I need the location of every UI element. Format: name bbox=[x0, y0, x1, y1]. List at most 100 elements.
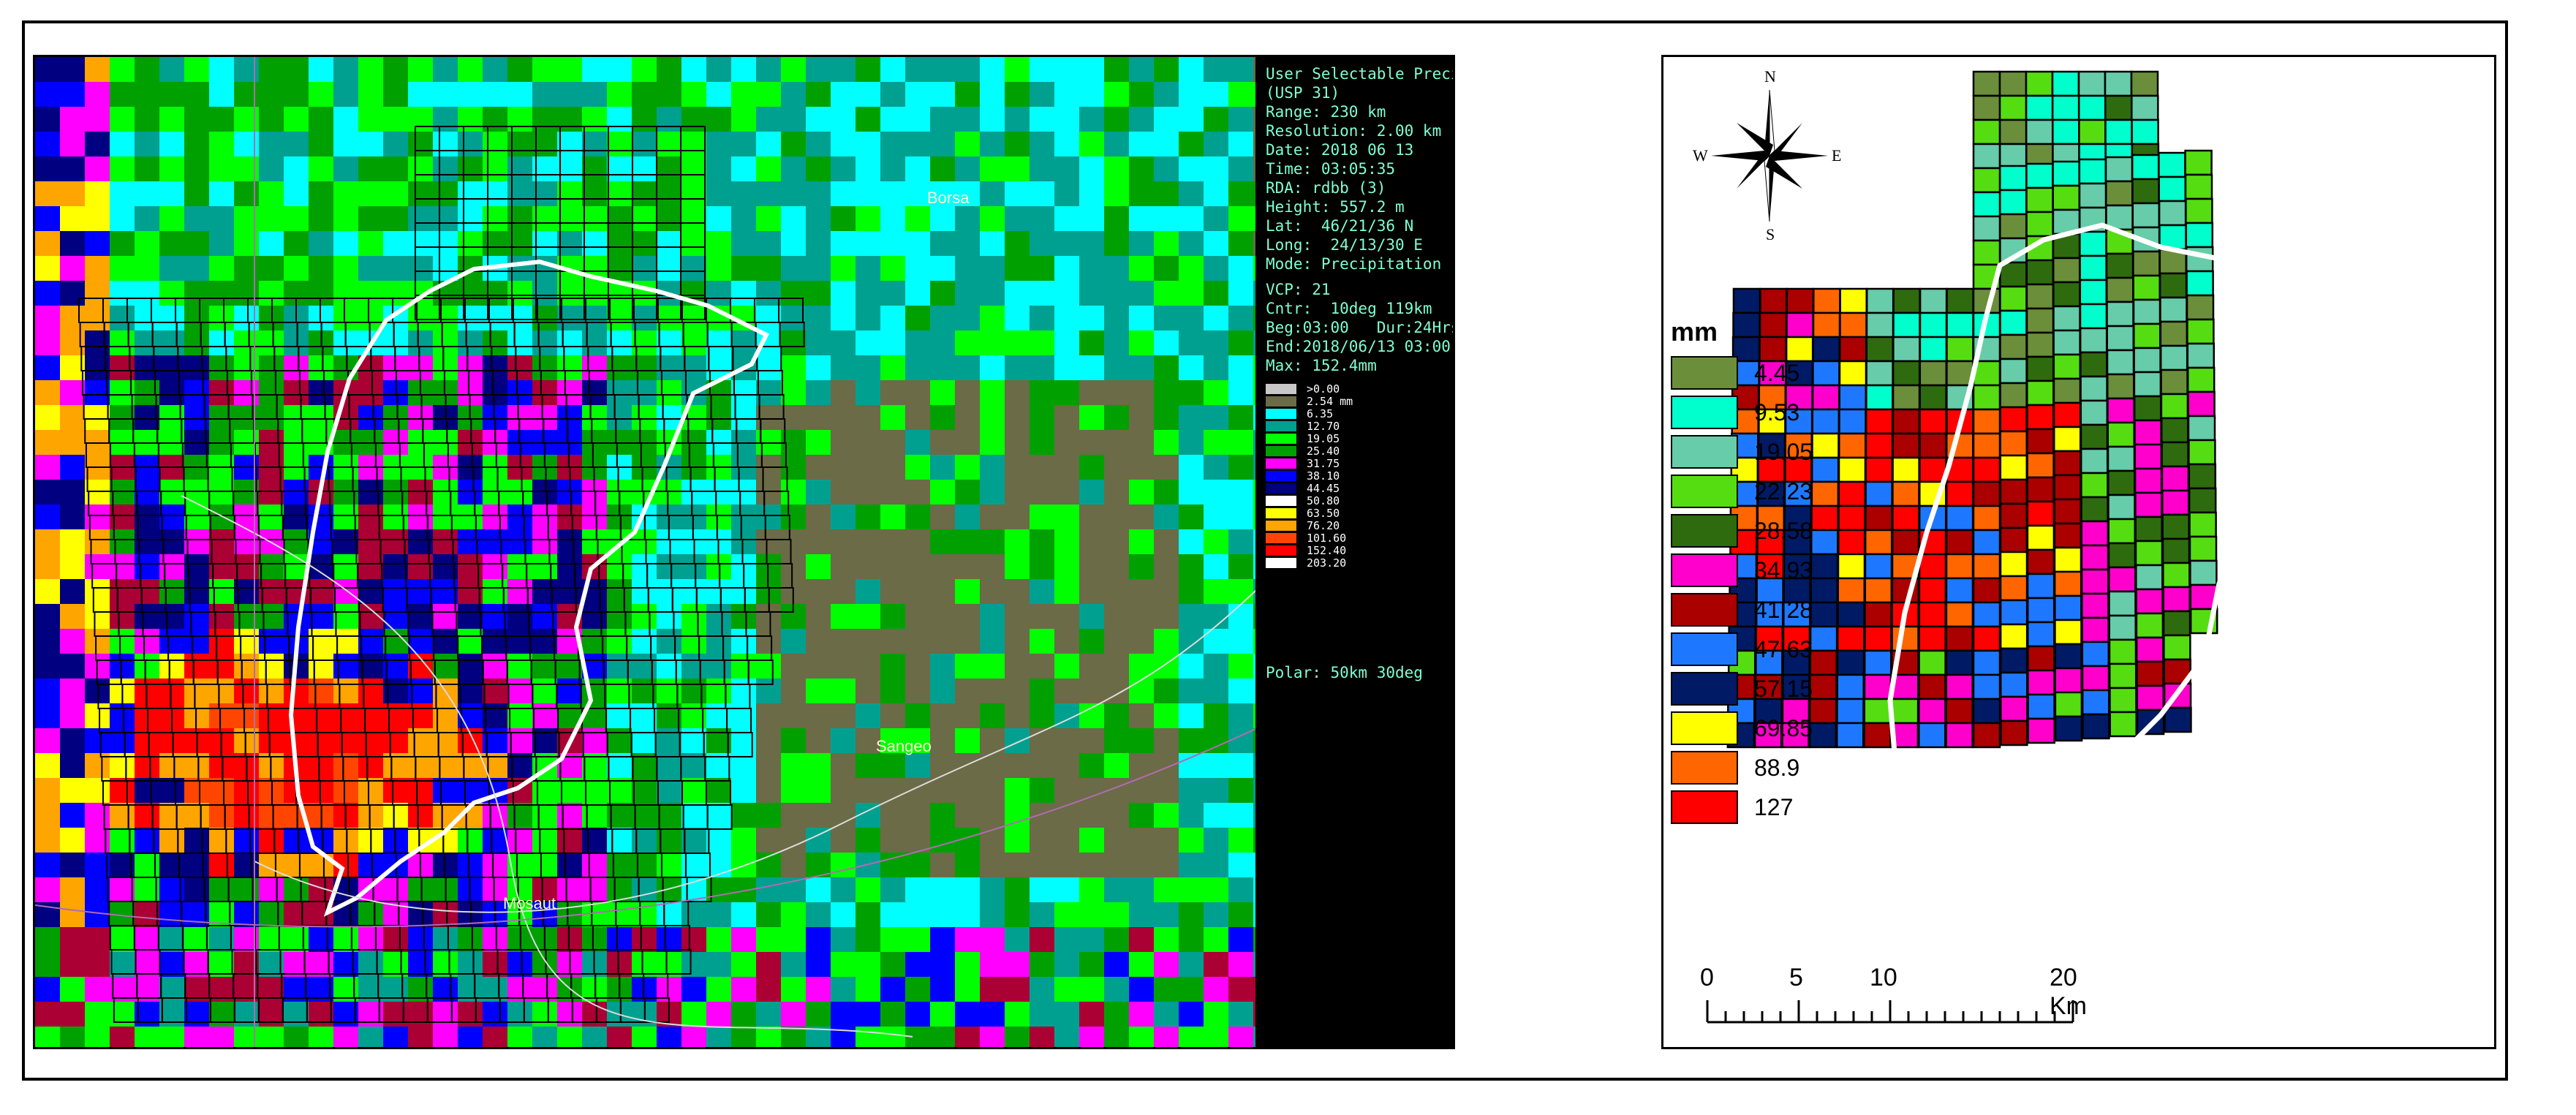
radar-cell bbox=[1129, 480, 1154, 504]
radar-cell bbox=[1030, 579, 1054, 604]
radar-cell bbox=[706, 231, 731, 256]
radar-cell bbox=[980, 952, 1005, 977]
radar-cell bbox=[1228, 604, 1253, 629]
grid-cell bbox=[2132, 298, 2161, 325]
grid-cell bbox=[2186, 318, 2215, 345]
radar-cell bbox=[731, 853, 756, 877]
radar-cell bbox=[706, 877, 731, 902]
grid-cell bbox=[2025, 355, 2055, 382]
radar-cell bbox=[657, 57, 681, 82]
radar-cell bbox=[905, 877, 930, 902]
radar-cell bbox=[731, 281, 756, 306]
radar-cell bbox=[1228, 778, 1253, 803]
radar-cell bbox=[358, 927, 383, 952]
radar-cell bbox=[110, 82, 135, 107]
grid-cell bbox=[1999, 575, 2028, 602]
radar-cell bbox=[980, 455, 1005, 480]
radar-cell bbox=[980, 281, 1005, 306]
radar-cell bbox=[259, 877, 284, 902]
radar-cell bbox=[1129, 952, 1154, 977]
radar-cell bbox=[433, 654, 458, 679]
radar-cell bbox=[85, 256, 110, 281]
radar-cell bbox=[1005, 554, 1030, 579]
grid-cell bbox=[2161, 417, 2189, 444]
grid-cell bbox=[1972, 601, 2001, 628]
radar-cell bbox=[781, 629, 806, 654]
radar-cell bbox=[1079, 753, 1104, 778]
radar-cell bbox=[855, 554, 880, 579]
radar-cell bbox=[756, 703, 781, 728]
grid-cell bbox=[2107, 542, 2137, 569]
grid-cell bbox=[1864, 625, 1892, 652]
radar-cell bbox=[532, 679, 557, 703]
radar-cell bbox=[259, 902, 284, 927]
grid-cell bbox=[2080, 399, 2109, 426]
grid-cell bbox=[1972, 480, 2001, 507]
radar-cell bbox=[1104, 206, 1129, 231]
radar-cell bbox=[309, 853, 333, 877]
radar-cell bbox=[1054, 380, 1079, 405]
radar-cell bbox=[284, 156, 309, 181]
radar-cell bbox=[980, 554, 1005, 579]
radar-cell bbox=[35, 405, 60, 430]
radar-cell bbox=[1179, 1027, 1204, 1047]
radar-cell bbox=[85, 853, 110, 877]
radar-cell bbox=[1228, 306, 1253, 330]
radar-cell bbox=[756, 753, 781, 778]
radar-cell bbox=[1005, 853, 1030, 877]
radar-cell bbox=[1054, 679, 1079, 703]
radar-cell bbox=[855, 927, 880, 952]
radar-cell bbox=[657, 778, 681, 803]
radar-cell bbox=[756, 380, 781, 405]
radar-cell bbox=[1179, 977, 1204, 1002]
radar-cell bbox=[980, 82, 1005, 107]
grid-cell bbox=[1810, 529, 1839, 556]
radar-cell bbox=[657, 554, 681, 579]
radar-cell bbox=[259, 554, 284, 579]
radar-cell bbox=[831, 504, 855, 529]
radar-cell bbox=[1030, 629, 1054, 654]
radar-cell bbox=[955, 480, 980, 504]
grid-cell bbox=[2107, 469, 2136, 496]
grid-cell bbox=[2080, 447, 2109, 475]
radar-cell bbox=[1179, 902, 1204, 927]
grid-cell bbox=[1784, 456, 1813, 483]
radar-cell bbox=[135, 1027, 159, 1047]
radar-cell bbox=[209, 703, 234, 728]
radar-cell bbox=[632, 877, 657, 902]
radar-cell bbox=[1179, 355, 1204, 380]
radar-cell bbox=[806, 877, 831, 902]
radar-cell bbox=[756, 504, 781, 529]
radar-cell bbox=[159, 679, 184, 703]
radar-cell bbox=[880, 728, 905, 753]
radar-cell bbox=[955, 554, 980, 579]
radar-cell bbox=[1030, 927, 1054, 952]
radar-cell bbox=[1030, 306, 1054, 330]
radar-cell bbox=[483, 529, 507, 554]
grid-cell bbox=[2162, 562, 2191, 589]
grid-cell bbox=[2025, 94, 2054, 121]
radar-cell bbox=[756, 679, 781, 703]
radar-cell bbox=[1154, 181, 1179, 206]
radar-cell bbox=[1204, 654, 1228, 679]
radar-cell bbox=[1079, 480, 1104, 504]
radar-cell bbox=[1079, 629, 1104, 654]
radar-cell bbox=[955, 529, 980, 554]
grid-cell bbox=[1999, 502, 2028, 529]
radar-cell bbox=[1129, 778, 1154, 803]
radar-cell bbox=[706, 156, 731, 181]
radar-cell bbox=[1104, 156, 1129, 181]
grid-cell bbox=[1839, 336, 1867, 363]
radar-cell bbox=[806, 430, 831, 455]
grid-cell bbox=[1864, 577, 1893, 604]
radar-cell bbox=[831, 803, 855, 828]
grid-cell bbox=[1999, 213, 2028, 240]
radar-cell bbox=[632, 206, 657, 231]
radar-cell bbox=[110, 281, 135, 306]
radar-cell bbox=[706, 504, 731, 529]
radar-cell bbox=[607, 107, 632, 132]
radar-cell bbox=[60, 480, 85, 504]
radar-cell bbox=[955, 1002, 980, 1027]
radar-cell bbox=[85, 927, 110, 952]
grid-cell bbox=[2026, 524, 2055, 551]
